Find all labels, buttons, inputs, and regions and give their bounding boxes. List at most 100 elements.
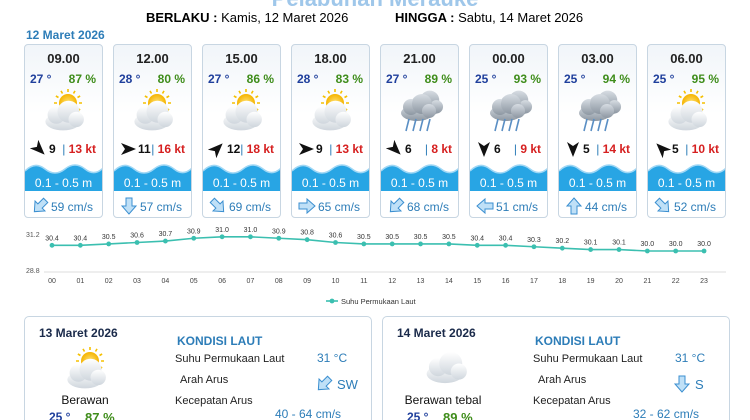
x-tick-label: 19	[587, 278, 595, 285]
current-direction-icon	[209, 197, 227, 215]
forecast-card[interactable]: 06.00 25 ° 95 % 5 | 10 kt 0.1 - 0.5 m 52 cm/s	[647, 44, 726, 218]
forecast-temperature: 27 °	[30, 72, 52, 86]
data-label: 30.6	[329, 233, 343, 240]
x-tick-label: 00	[48, 278, 56, 285]
current-speed: 59 cm/s	[51, 200, 94, 214]
data-point	[248, 234, 253, 240]
sea-surface-temperature-chart: 31.2 28.8 30.4 00 30.4 01 30.5 02 30.6 03 30.7 04 30…	[26, 227, 726, 306]
forecast-card[interactable]: 03.00 25 ° 94 % 5 | 14 kt 0.1 - 0.5 m 44 cm/s	[558, 44, 637, 218]
x-tick-label: 20	[615, 278, 623, 285]
wind-speed-kt: | 9 kt	[513, 142, 541, 156]
forecast-date-heading: 12 Maret 2026	[26, 28, 105, 42]
valid-from-label: BERLAKU :	[146, 10, 218, 25]
data-point	[333, 240, 338, 245]
data-label: 30.5	[385, 234, 399, 241]
wind-kt-value: 16 kt	[157, 142, 185, 156]
data-label: 30.4	[45, 235, 59, 242]
data-point	[588, 247, 594, 252]
x-tick-label: 15	[473, 278, 481, 285]
panel-weather: Berawan tebal	[404, 393, 482, 407]
forecast-humidity: 89 %	[424, 72, 452, 86]
panel-humidity: 87 %	[85, 410, 115, 420]
forecast-time: 12.00	[136, 51, 169, 66]
page-title: Pelabuhan Merauke	[0, 0, 750, 12]
forecast-card[interactable]: 18.00 28 ° 83 % 9 | 13 kt 0.1 - 0.5 m 65 cm/s	[291, 44, 370, 218]
wind-speed-kt: | 8 kt	[424, 142, 452, 156]
forecast-card[interactable]: 15.00 27 ° 86 % 12 | 18 kt 0.1 - 0.5 m 69 cm/s	[202, 44, 281, 218]
forecast-temperature: 28 °	[297, 72, 319, 86]
y-tick-label: 31.2	[26, 232, 40, 239]
data-point	[474, 242, 480, 248]
forecast-humidity: 86 %	[246, 72, 274, 86]
wind-kt-value: 9 kt	[520, 142, 541, 156]
wind-speed: 6	[494, 142, 501, 156]
data-label: 30.4	[470, 235, 484, 242]
data-label: 30.9	[272, 228, 286, 235]
data-point	[276, 235, 282, 241]
x-tick-label: 22	[672, 278, 680, 285]
x-tick-label: 13	[417, 278, 425, 285]
partly-cloudy-icon	[308, 89, 356, 135]
valid-from-date: Kamis, 12 Maret 2026	[221, 10, 349, 25]
forecast-temperature: 27 °	[386, 72, 408, 86]
partly-cloudy-icon	[41, 89, 89, 135]
forecast-card[interactable]: 00.00 25 ° 93 % 6 | 9 kt 0.1 - 0.5 m 51 cm/s	[469, 44, 548, 218]
forecast-time: 06.00	[670, 51, 703, 66]
daily-panel-1[interactable]: 13 Maret 2026 Berawan 25 ° 87 % KONDISI LAUT…	[24, 316, 372, 420]
wind-speed: 9	[49, 142, 56, 156]
forecast-card[interactable]: 12.00 28 ° 80 % 11 | 16 kt 0.1 - 0.5 m 57 cm/s	[113, 44, 192, 218]
current-direction-icon	[315, 375, 333, 393]
wind-kt-value: 18 kt	[246, 142, 274, 156]
data-label: 30.5	[414, 234, 428, 241]
wind-direction-icon	[119, 140, 137, 158]
data-label: 30.0	[669, 241, 683, 248]
data-point	[49, 242, 55, 248]
valid-to-label: HINGGA :	[395, 10, 455, 25]
data-point	[219, 234, 225, 240]
wind-speed-kt: | 13 kt	[329, 142, 363, 156]
current-row: 52 cm/s	[648, 195, 725, 217]
data-point	[134, 240, 140, 245]
forecast-card[interactable]: 21.00 27 ° 89 % 6 | 8 kt 0.1 - 0.5 m 68 cm/s	[380, 44, 459, 218]
wind-direction-icon	[207, 140, 226, 159]
wind-direction-icon	[564, 140, 582, 158]
wind-speed-kt: | 13 kt	[62, 142, 96, 156]
data-point	[191, 235, 197, 241]
wind-speed: 5	[583, 142, 590, 156]
current-speed: 68 cm/s	[407, 200, 450, 214]
wave-height: 0.1 - 0.5 m	[568, 176, 627, 190]
current-row: 65 cm/s	[292, 195, 369, 217]
forecast-temperature: 25 °	[475, 72, 497, 86]
daily-panel-2[interactable]: 14 Maret 2026 Berawan tebal 25 ° 89 % KONDIS…	[382, 316, 730, 420]
wave-icon	[25, 159, 102, 191]
forecast-temperature: 28 °	[119, 72, 141, 86]
forecast-cards: 09.00 27 ° 87 % 9 | 13 kt 0.1 - 0.5 m 59 cm/s 1…	[24, 44, 726, 218]
sst-value: 31 °C	[317, 351, 348, 365]
wind-speed: 5	[672, 142, 679, 156]
x-tick-label: 11	[360, 278, 367, 285]
data-label: 30.5	[442, 234, 456, 241]
valid-to-date: Sabtu, 14 Maret 2026	[458, 10, 584, 25]
data-label: 30.1	[612, 240, 626, 247]
wind-direction-icon	[385, 139, 404, 158]
data-point	[304, 237, 310, 243]
wave-icon	[648, 159, 725, 191]
wind-speed-kt: | 10 kt	[685, 142, 719, 156]
data-label: 30.2	[555, 238, 569, 245]
wave-height: 0.1 - 0.5 m	[390, 176, 449, 190]
wind-speed: 12	[227, 142, 241, 156]
forecast-temperature: 27 °	[208, 72, 230, 86]
x-tick-label: 09	[303, 278, 311, 285]
data-point	[106, 241, 112, 247]
forecast-temperature: 25 °	[564, 72, 586, 86]
sst-value: 31 °C	[675, 351, 706, 365]
current-direction-icon	[120, 197, 138, 215]
x-tick-label: 23	[700, 278, 708, 285]
legend-marker	[329, 298, 335, 304]
wind-direction-icon	[29, 139, 48, 158]
current-speed: 65 cm/s	[318, 200, 361, 214]
data-label: 30.0	[697, 241, 711, 248]
forecast-card[interactable]: 09.00 27 ° 87 % 9 | 13 kt 0.1 - 0.5 m 59 cm/s	[24, 44, 103, 218]
x-tick-label: 08	[275, 278, 283, 285]
data-point	[418, 241, 423, 247]
